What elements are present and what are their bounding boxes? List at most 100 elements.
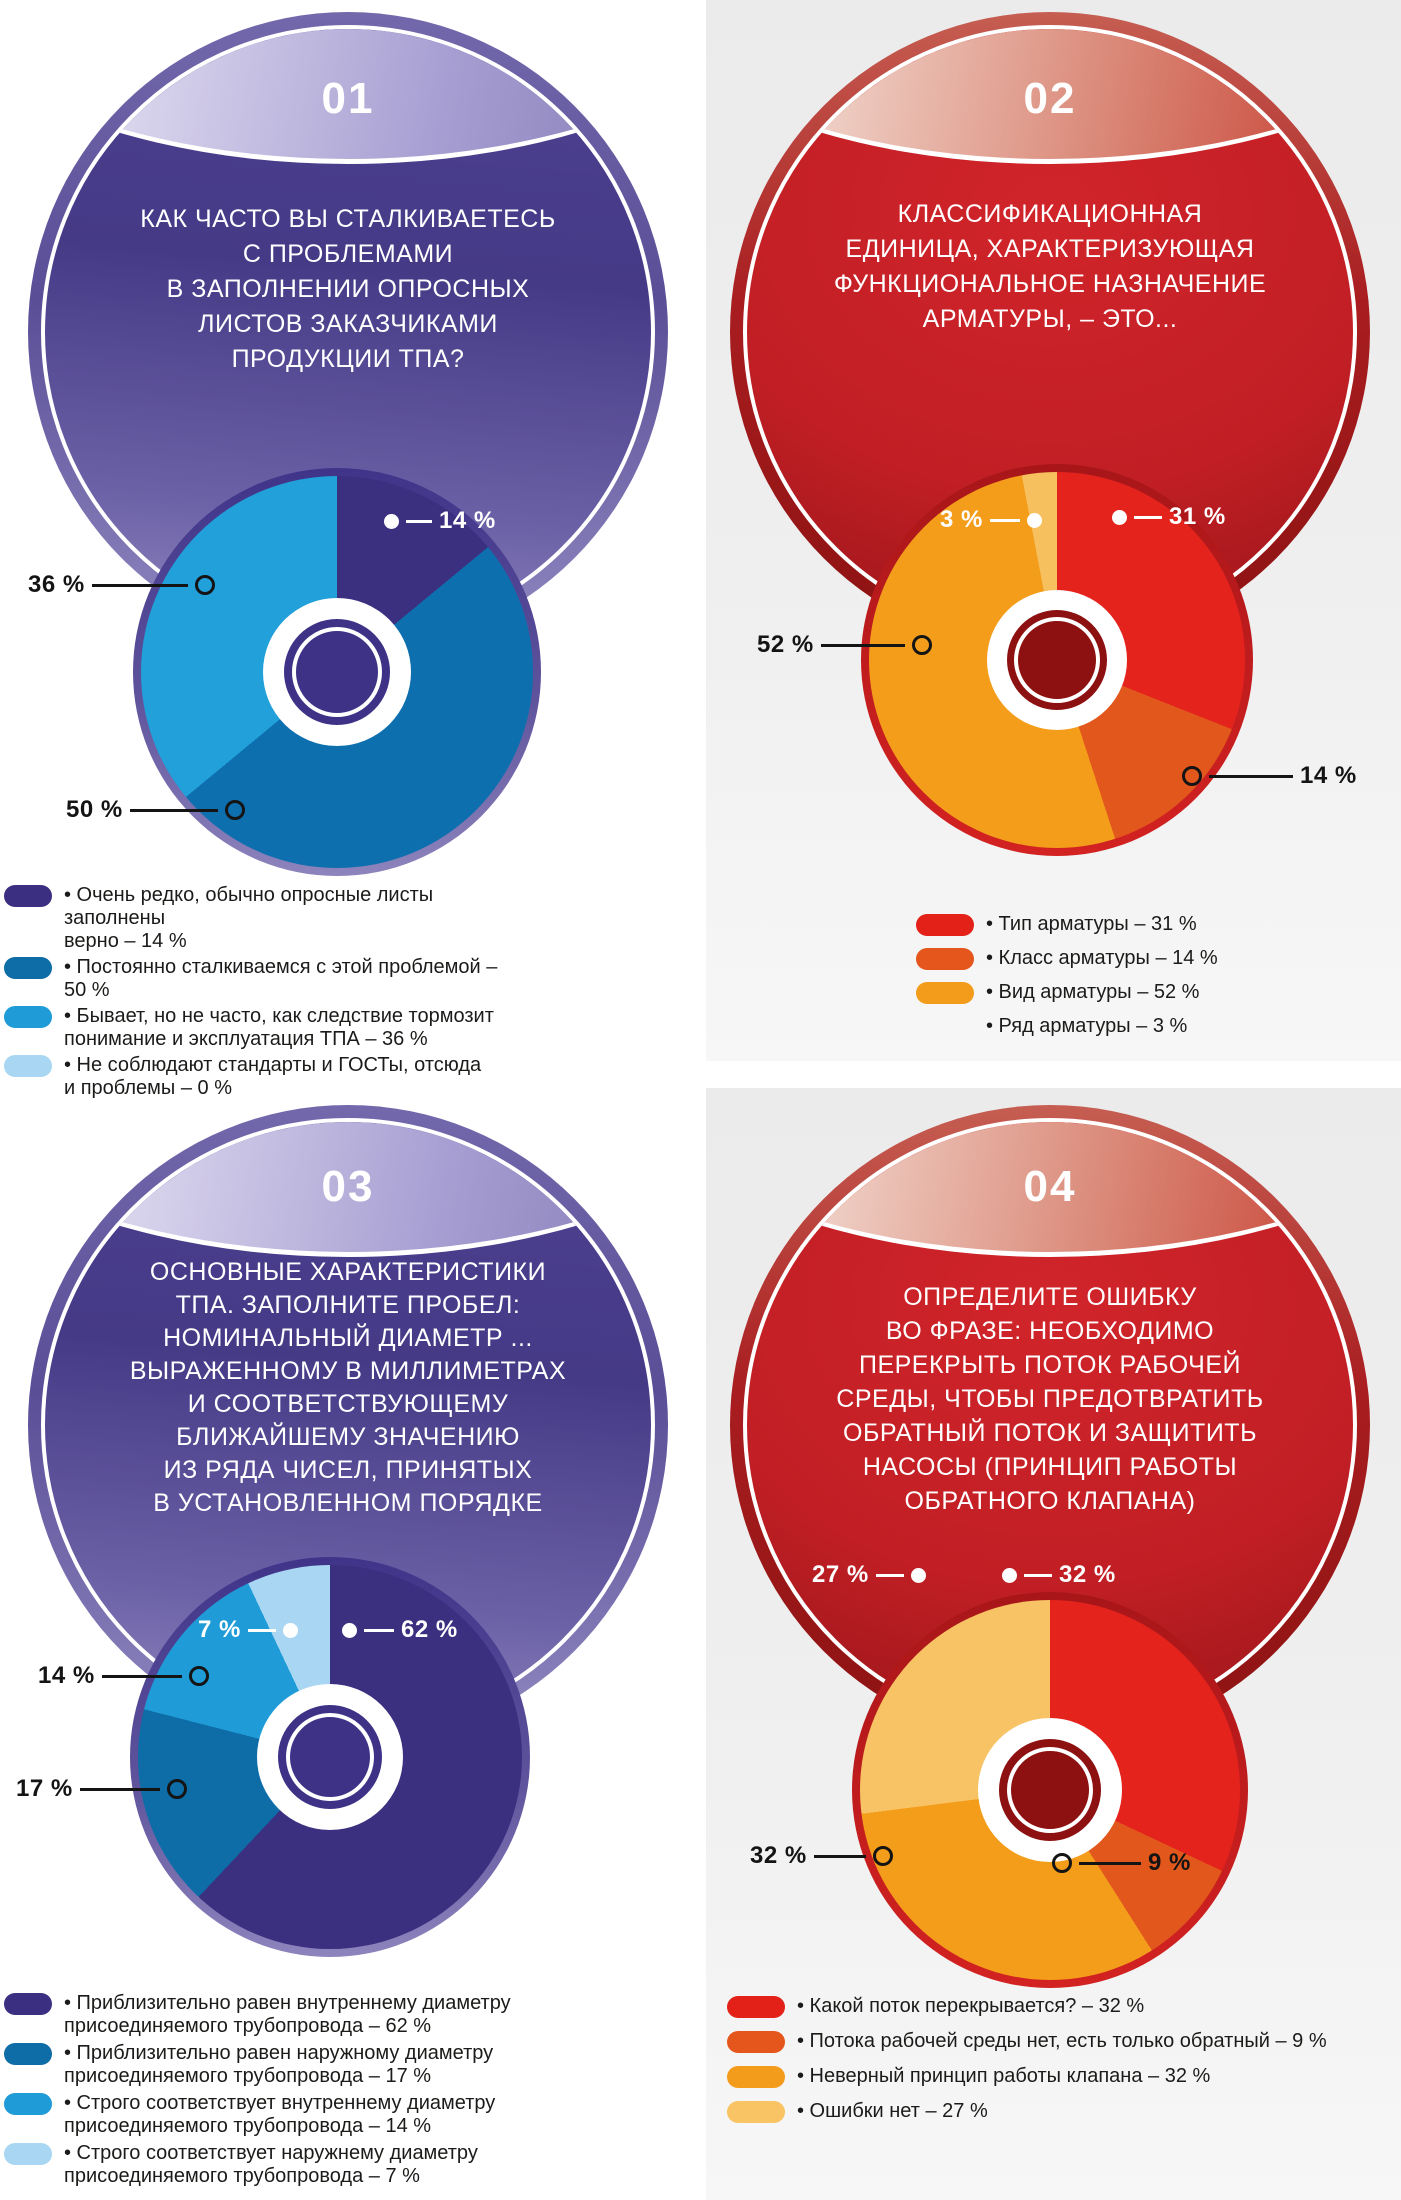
legend-swatch: [4, 2043, 52, 2065]
question-text-3: ОСНОВНЫЕ ХАРАКТЕРИСТИКИ ТПА. ЗАПОЛНИТЕ П…: [129, 1258, 567, 1517]
callout-line: [91, 583, 188, 587]
callout-line: [1134, 515, 1162, 519]
legend-1: • Очень редко, обычно опросные листы зап…: [4, 884, 524, 1100]
pie2-value-3: 3 %: [940, 506, 983, 533]
legend-label: • Не соблюдают стандарты и ГОСТы, отсюда…: [64, 1054, 482, 1099]
pie-hub-2: [1007, 610, 1107, 710]
pie3-value-7: 7 %: [198, 1616, 241, 1643]
callout-line: [364, 1628, 394, 1632]
pie2-callout-14: 14 %: [1182, 762, 1357, 790]
callout-dot-icon: [1026, 512, 1042, 528]
question-number-1: 01: [321, 74, 375, 123]
question-circle-3: 03 ОСНОВНЫЕ ХАРАКТЕРИСТИКИ ТПА. ЗАПОЛНИТ…: [28, 1105, 668, 1745]
callout-line: [101, 1674, 182, 1678]
legend-item: • Вид арматуры – 52 %: [916, 981, 1396, 1004]
legend-swatch: [727, 2101, 785, 2123]
legend-label: • Какой поток перекрывается? – 32 %: [797, 1995, 1145, 2017]
legend-swatch: [916, 914, 974, 936]
legend-swatch: [727, 2031, 785, 2053]
pie4-callout-9: 9 %: [1052, 1849, 1191, 1877]
pie-hole-3: [257, 1684, 403, 1830]
question-number-3: 03: [321, 1162, 375, 1211]
legend-swatch: [916, 948, 974, 970]
legend-item: • Приблизительно равен наружному диаметр…: [4, 2042, 524, 2088]
pie2-callout-3: 3 %: [940, 506, 1042, 534]
callout-ring-icon: [1052, 1853, 1072, 1873]
pie4-value-32-top: 32 %: [1059, 1561, 1116, 1588]
pie2-value-14: 14 %: [1300, 762, 1357, 789]
callout-dot-icon: [1112, 509, 1127, 525]
question-circle-1: 01 КАК ЧАСТО ВЫ СТАЛКИВАЕТЕСЬ С ПРОБЛЕМА…: [28, 12, 668, 652]
pie-hole-1: [263, 598, 411, 746]
pie-hub-ring-3: [286, 1713, 374, 1801]
pie1-value-50: 50 %: [66, 796, 123, 823]
legend-swatch: [4, 1006, 52, 1028]
legend-swatch: [4, 885, 52, 907]
callout-line: [247, 1628, 276, 1632]
pie1-callout-36: 36 %: [28, 571, 215, 599]
legend-label: • Неверный принцип работы клапана – 32 %: [797, 2065, 1211, 2087]
legend-label: • Постоянно сталкиваемся с этой проблемо…: [64, 956, 498, 1001]
legend-item: • Строго соответствует внутреннему диаме…: [4, 2092, 524, 2138]
callout-line: [875, 1573, 904, 1577]
legend-item: • Строго соответствует наружнему диаметр…: [4, 2142, 524, 2188]
callout-ring-icon: [166, 1779, 187, 1799]
pie4-value-9: 9 %: [1148, 1849, 1191, 1876]
pie2-callout-52: 52 %: [757, 631, 932, 659]
callout-line: [406, 519, 432, 523]
callout-dot-icon: [384, 513, 399, 529]
legend-label: • Потока рабочей среды нет, есть только …: [797, 2030, 1327, 2052]
pie-hub-1: [284, 619, 390, 725]
legend-swatch: [4, 2093, 52, 2115]
legend-label: • Класс арматуры – 14 %: [986, 947, 1218, 969]
pie3-value-17: 17 %: [16, 1775, 73, 1802]
legend-swatch: [4, 1055, 52, 1077]
pie3-value-14: 14 %: [38, 1662, 95, 1689]
legend-2: • Тип арматуры – 31 % • Класс арматуры –…: [916, 913, 1396, 1038]
legend-item: • Тип арматуры – 31 %: [916, 913, 1396, 936]
callout-line: [1209, 774, 1293, 778]
callout-dot-icon: [342, 1622, 357, 1638]
legend-item: • Неверный принцип работы клапана – 32 %: [727, 2065, 1387, 2088]
callout-line: [129, 808, 218, 812]
legend-label: • Приблизительно равен внутреннему диаме…: [64, 1992, 511, 2037]
callout-ring-icon: [224, 800, 245, 820]
callout-dot-icon: [1002, 1567, 1017, 1583]
pie4-callout-32-bottom: 32 %: [750, 1842, 893, 1870]
legend-swatch: [916, 982, 974, 1004]
legend-item: • Очень редко, обычно опросные листы зап…: [4, 884, 524, 953]
legend-label: • Вид арматуры – 52 %: [986, 981, 1200, 1003]
legend-item: • Класс арматуры – 14 %: [916, 947, 1396, 970]
pie1-value-14: 14 %: [439, 507, 496, 534]
callout-line: [820, 643, 905, 647]
question-disc-3: 03 ОСНОВНЫЕ ХАРАКТЕРИСТИКИ ТПА. ЗАПОЛНИТ…: [41, 1118, 655, 1732]
callout-ring-icon: [194, 575, 215, 595]
legend-label: • Строго соответствует наружнему диаметр…: [64, 2142, 478, 2187]
callout-ring-icon: [188, 1666, 209, 1686]
legend-label: • Тип арматуры – 31 %: [986, 913, 1197, 935]
pie3-callout-17: 17 %: [16, 1775, 187, 1803]
pie1-value-36: 36 %: [28, 571, 85, 598]
pie3-value-62: 62 %: [401, 1616, 458, 1643]
callout-ring-icon: [872, 1846, 893, 1866]
legend-label: • Бывает, но не часто, как следствие тор…: [64, 1005, 494, 1050]
pie-hole-4: [978, 1718, 1122, 1862]
pie-hub-3: [278, 1705, 382, 1809]
legend-swatch: [4, 2143, 52, 2165]
pie4-value-27: 27 %: [812, 1561, 869, 1588]
callout-ring-icon: [911, 635, 932, 655]
pie4-callout-27: 27 %: [812, 1561, 926, 1589]
legend-label: • Ряд арматуры – 3 %: [986, 1015, 1188, 1037]
callout-ring-icon: [1182, 766, 1202, 786]
pie1-callout-50: 50 %: [66, 796, 245, 824]
legend-swatch: [4, 957, 52, 979]
pie-hub-ring-4: [1007, 1747, 1093, 1833]
callout-line: [989, 518, 1020, 522]
pie-plate-1: [133, 468, 541, 876]
legend-swatch: [727, 1996, 785, 2018]
legend-item: • Ряд арматуры – 3 %: [916, 1015, 1396, 1038]
pie-chart-2: [869, 472, 1245, 848]
pie-hub-ring-1: [292, 627, 382, 717]
legend-3: • Приблизительно равен внутреннему диаме…: [4, 1992, 524, 2188]
callout-line: [79, 1787, 160, 1791]
